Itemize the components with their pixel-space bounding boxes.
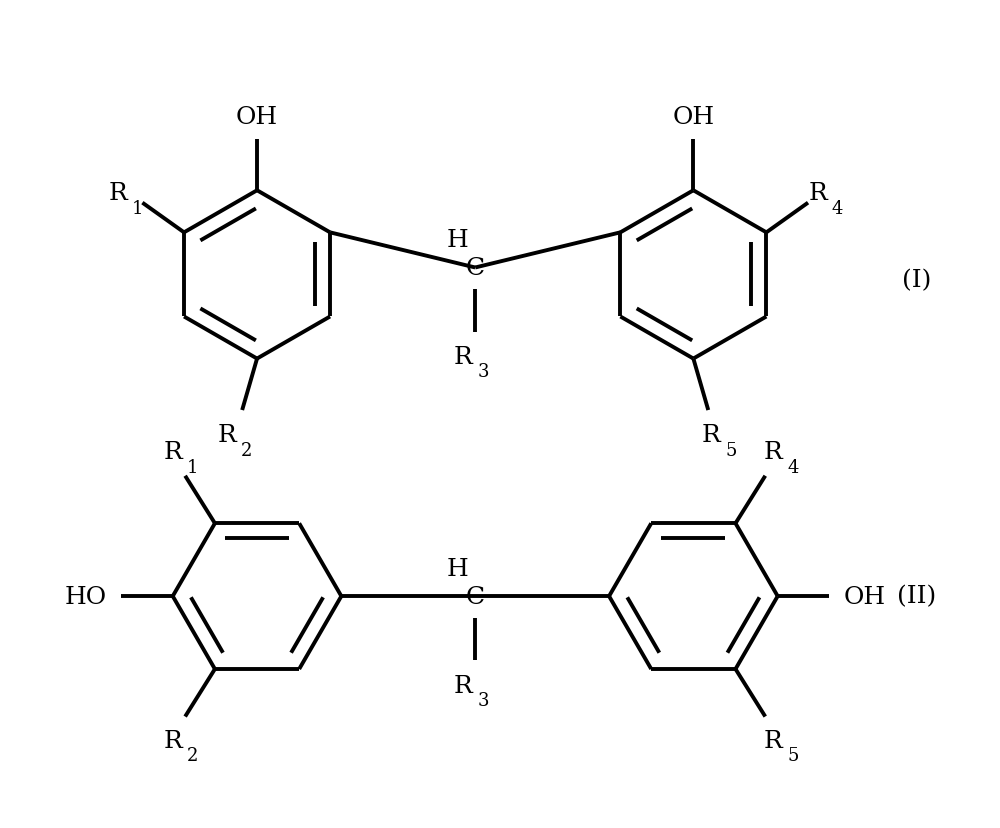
Text: C: C [466,585,485,608]
Text: HO: HO [64,585,107,608]
Text: C: C [466,257,485,280]
Text: R: R [702,424,721,447]
Text: 3: 3 [477,691,489,710]
Text: 1: 1 [131,200,143,217]
Text: R: R [764,729,783,752]
Text: 3: 3 [477,363,489,381]
Text: 2: 2 [187,746,199,764]
Text: OH: OH [236,105,278,128]
Text: H: H [446,229,468,252]
Text: (I): (I) [902,268,931,291]
Text: 4: 4 [787,458,798,476]
Text: 5: 5 [787,746,798,764]
Text: R: R [164,729,183,752]
Text: R: R [218,424,237,447]
Text: H: H [446,557,468,580]
Text: R: R [454,345,473,368]
Text: R: R [454,674,473,697]
Text: R: R [764,441,783,464]
Text: 5: 5 [725,441,736,459]
Text: R: R [809,182,827,205]
Text: OH: OH [844,585,886,608]
Text: OH: OH [672,105,714,128]
Text: R: R [164,441,183,464]
Text: (II): (II) [897,585,936,608]
Text: 2: 2 [241,441,253,459]
Text: 4: 4 [832,200,843,217]
Text: 1: 1 [187,458,199,476]
Text: R: R [108,182,127,205]
